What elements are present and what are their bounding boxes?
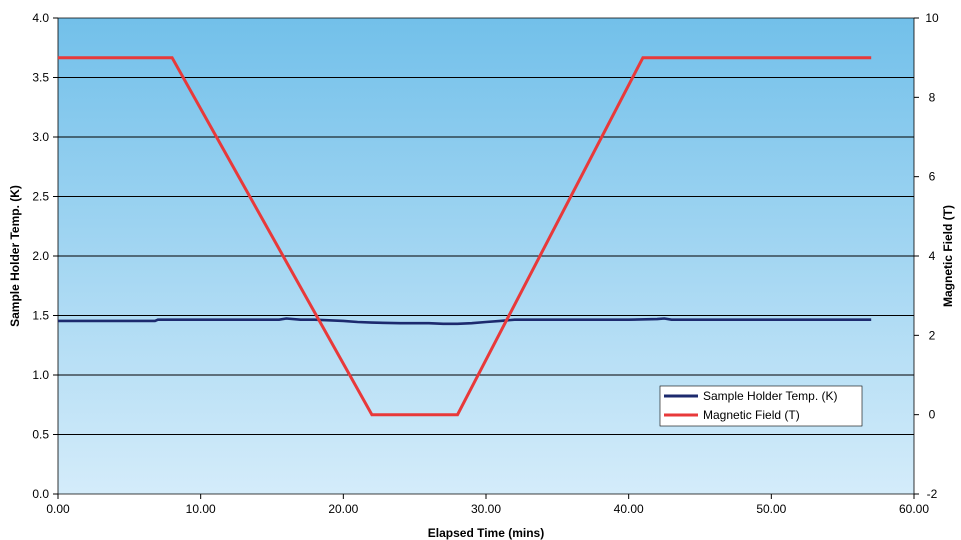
y-right-tick-label: 2 (929, 328, 936, 342)
y-left-tick-label: 3.0 (32, 130, 49, 144)
y-left-tick-label: 3.5 (32, 71, 49, 85)
y-left-tick-label: 1.0 (32, 368, 49, 382)
legend-label-field: Magnetic Field (T) (703, 408, 800, 422)
series-layer (58, 56, 872, 417)
y-left-tick-label: 4.0 (32, 11, 49, 25)
y-left-tick-label: 1.5 (32, 309, 49, 323)
y-right-axis-title: Magnetic Field (T) (941, 205, 955, 307)
x-tick-label: 10.00 (186, 502, 216, 516)
legend: Sample Holder Temp. (K) Magnetic Field (… (659, 385, 863, 427)
y-left-tick-label: 0.5 (32, 428, 49, 442)
y-right-tick-label: 6 (929, 170, 936, 184)
y-right-axis-ticks: -2 0 2 4 6 8 10 (914, 11, 939, 501)
x-tick-label: 0.00 (46, 502, 70, 516)
x-tick-label: 30.00 (471, 502, 501, 516)
series-line-sample-holder-temp (58, 317, 872, 326)
y-right-tick-label: 4 (929, 249, 936, 263)
x-axis-ticks: 0.00 10.00 20.00 30.00 40.00 50.00 60.00 (46, 494, 929, 516)
y-right-tick-label: -2 (927, 487, 938, 501)
y-left-tick-label: 2.5 (32, 190, 49, 204)
y-right-tick-label: 8 (929, 90, 936, 104)
x-tick-label: 20.00 (328, 502, 358, 516)
series-line-magnetic-field (58, 56, 872, 417)
legend-box (659, 385, 863, 427)
x-tick-label: 50.00 (756, 502, 786, 516)
y-left-tick-label: 2.0 (32, 249, 49, 263)
x-tick-label: 40.00 (614, 502, 644, 516)
y-right-tick-label: 0 (929, 408, 936, 422)
y-left-axis-title: Sample Holder Temp. (K) (8, 185, 22, 327)
y-left-axis-ticks: 0.0 0.5 1.0 1.5 2.0 2.5 3.0 3.5 4.0 (32, 11, 58, 501)
legend-label-temp: Sample Holder Temp. (K) (703, 389, 838, 403)
x-axis-title: Elapsed Time (mins) (428, 526, 544, 540)
y-right-tick-label: 10 (925, 11, 939, 25)
x-tick-label: 60.00 (899, 502, 929, 516)
y-left-tick-label: 0.0 (32, 487, 49, 501)
